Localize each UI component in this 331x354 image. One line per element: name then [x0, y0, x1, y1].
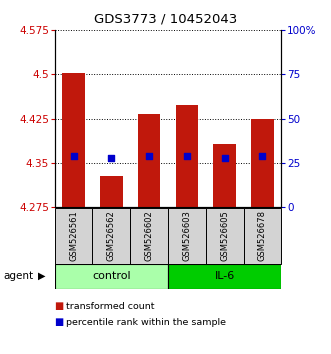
Text: GDS3773 / 10452043: GDS3773 / 10452043 — [94, 12, 237, 25]
Text: IL-6: IL-6 — [214, 272, 235, 281]
Point — [222, 155, 227, 161]
Bar — [138, 114, 161, 207]
Bar — [213, 144, 236, 207]
Text: percentile rank within the sample: percentile rank within the sample — [66, 318, 226, 327]
Text: GSM526562: GSM526562 — [107, 210, 116, 261]
Bar — [251, 119, 274, 207]
Text: ■: ■ — [55, 301, 64, 311]
Text: ▶: ▶ — [38, 271, 46, 281]
Text: GSM526602: GSM526602 — [145, 210, 154, 261]
Text: transformed count: transformed count — [66, 302, 155, 311]
FancyBboxPatch shape — [168, 264, 281, 289]
Text: ■: ■ — [55, 317, 64, 327]
FancyBboxPatch shape — [244, 208, 281, 264]
Text: control: control — [92, 272, 131, 281]
Point — [109, 155, 114, 161]
Bar — [175, 105, 198, 207]
FancyBboxPatch shape — [206, 208, 244, 264]
FancyBboxPatch shape — [168, 208, 206, 264]
FancyBboxPatch shape — [55, 208, 92, 264]
Text: GSM526678: GSM526678 — [258, 210, 267, 261]
FancyBboxPatch shape — [55, 264, 168, 289]
FancyBboxPatch shape — [130, 208, 168, 264]
Text: agent: agent — [3, 271, 33, 281]
Point — [260, 153, 265, 159]
Point — [71, 153, 76, 159]
Text: GSM526603: GSM526603 — [182, 210, 191, 261]
FancyBboxPatch shape — [92, 208, 130, 264]
Bar — [62, 73, 85, 207]
Text: GSM526561: GSM526561 — [69, 210, 78, 261]
Text: GSM526605: GSM526605 — [220, 210, 229, 261]
Point — [146, 153, 152, 159]
Point — [184, 153, 190, 159]
Bar — [100, 176, 122, 207]
